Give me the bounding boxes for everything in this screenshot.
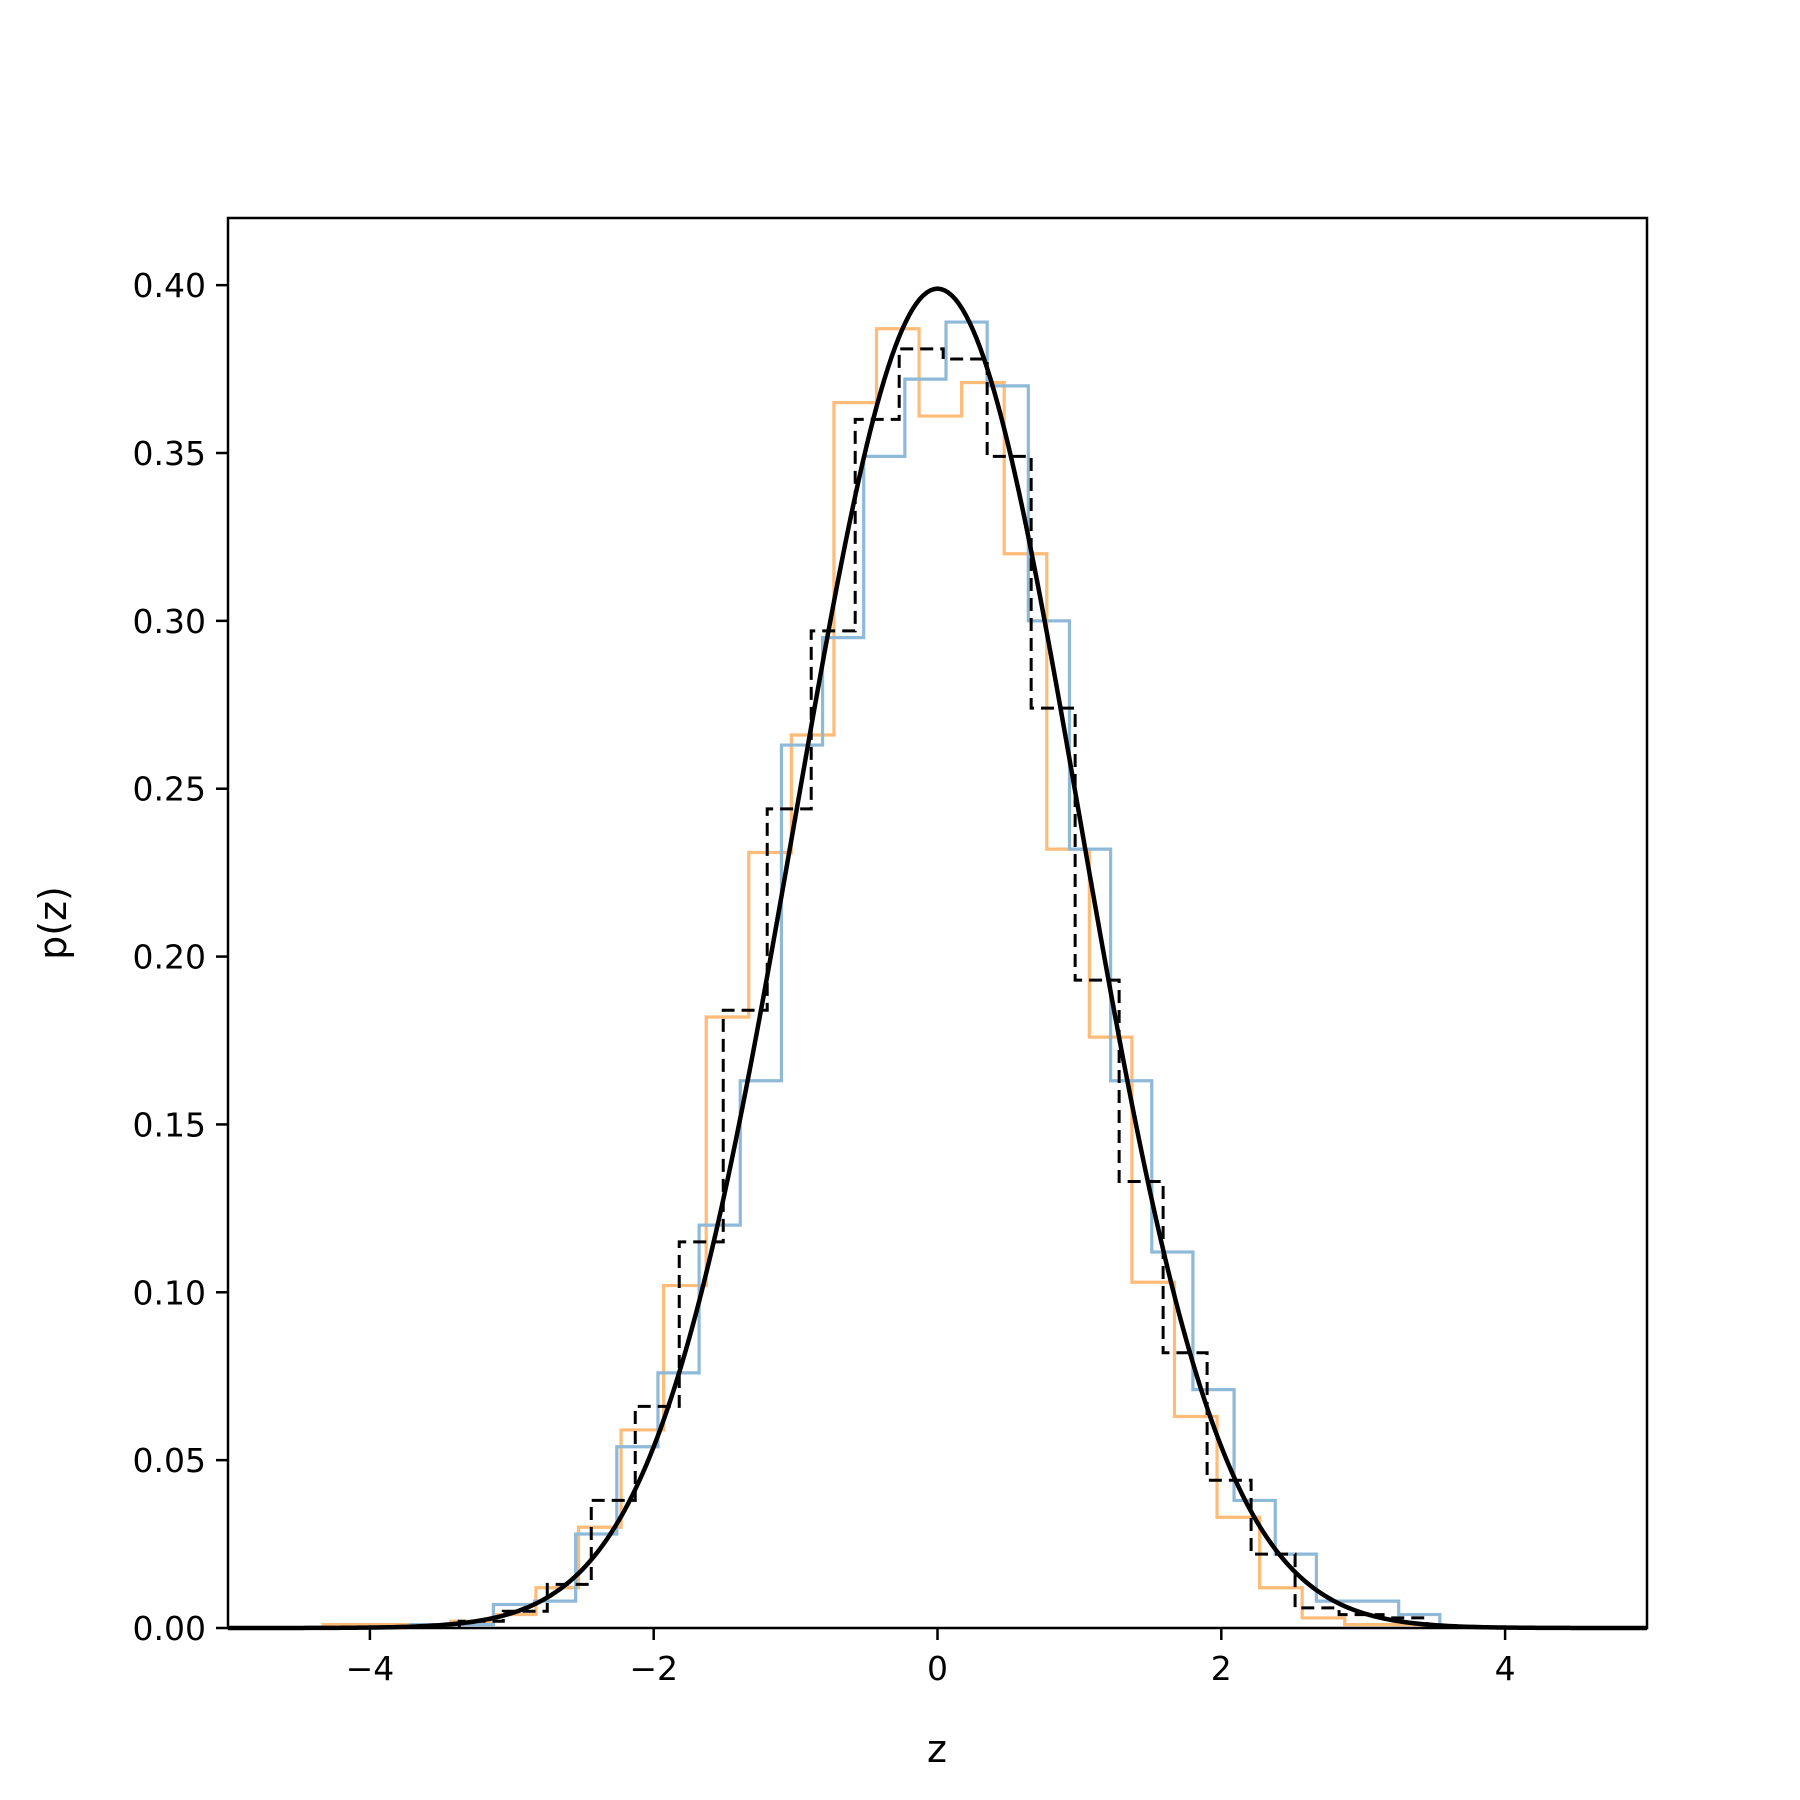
y-tick-label: 0.25 [133, 770, 206, 809]
x-axis-label: z [927, 1727, 947, 1771]
y-tick-label: 0.00 [133, 1609, 206, 1648]
y-tick-label: 0.20 [133, 938, 206, 977]
x-axis: −4 −2 0 2 4 [346, 1628, 1516, 1688]
histogram-series-1 [409, 320, 1442, 1628]
x-tick-label: −2 [629, 1649, 678, 1688]
y-axis: 0.00 0.05 0.10 0.15 0.20 0.25 0.30 0.35 0.40 [133, 266, 228, 1648]
plot-area [227, 286, 1648, 1631]
y-tick-label: 0.15 [133, 1105, 206, 1144]
x-tick-label: −4 [346, 1649, 395, 1688]
y-tick-label: 0.10 [133, 1273, 206, 1312]
x-tick-label: 0 [927, 1649, 948, 1688]
x-tick-label: 2 [1211, 1649, 1232, 1688]
y-axis-label: p(z) [31, 886, 75, 960]
normal-pdf-curve [227, 286, 1648, 1631]
histogram-series-2 [457, 347, 1429, 1628]
y-tick-label: 0.40 [133, 266, 206, 305]
y-tick-label: 0.30 [133, 602, 206, 641]
y-tick-label: 0.05 [133, 1441, 206, 1480]
histogram-series-0 [321, 327, 1432, 1628]
x-tick-label: 4 [1495, 1649, 1516, 1688]
axes-frame [226, 216, 1649, 1630]
y-tick-label: 0.35 [133, 434, 206, 473]
